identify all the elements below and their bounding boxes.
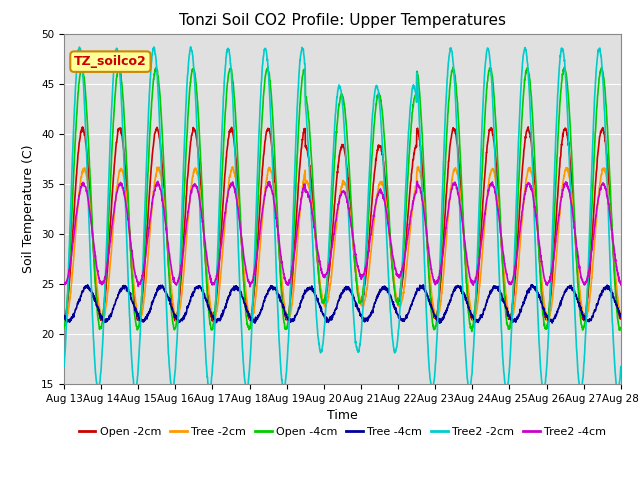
Legend: Open -2cm, Tree -2cm, Open -4cm, Tree -4cm, Tree2 -2cm, Tree2 -4cm: Open -2cm, Tree -2cm, Open -4cm, Tree -4… xyxy=(74,422,611,442)
Title: Tonzi Soil CO2 Profile: Upper Temperatures: Tonzi Soil CO2 Profile: Upper Temperatur… xyxy=(179,13,506,28)
Text: TZ_soilco2: TZ_soilco2 xyxy=(74,55,147,68)
Y-axis label: Soil Temperature (C): Soil Temperature (C) xyxy=(22,144,35,273)
X-axis label: Time: Time xyxy=(327,409,358,422)
